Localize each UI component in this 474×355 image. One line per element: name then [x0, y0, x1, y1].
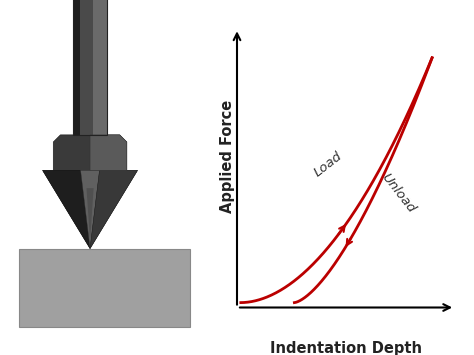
Bar: [73, 0, 80, 135]
Text: Load: Load: [312, 150, 345, 180]
Polygon shape: [81, 170, 100, 248]
Polygon shape: [53, 135, 127, 170]
Polygon shape: [86, 188, 94, 241]
FancyBboxPatch shape: [19, 248, 190, 327]
Bar: [73, 0, 107, 135]
Text: Indentation Depth: Indentation Depth: [270, 341, 422, 355]
Bar: [80, 0, 100, 135]
Polygon shape: [90, 135, 127, 170]
Polygon shape: [43, 170, 137, 248]
Text: Applied Force: Applied Force: [220, 99, 235, 213]
Bar: [93, 0, 107, 135]
Polygon shape: [43, 170, 90, 248]
Polygon shape: [90, 170, 137, 248]
Text: Unload: Unload: [379, 171, 418, 215]
